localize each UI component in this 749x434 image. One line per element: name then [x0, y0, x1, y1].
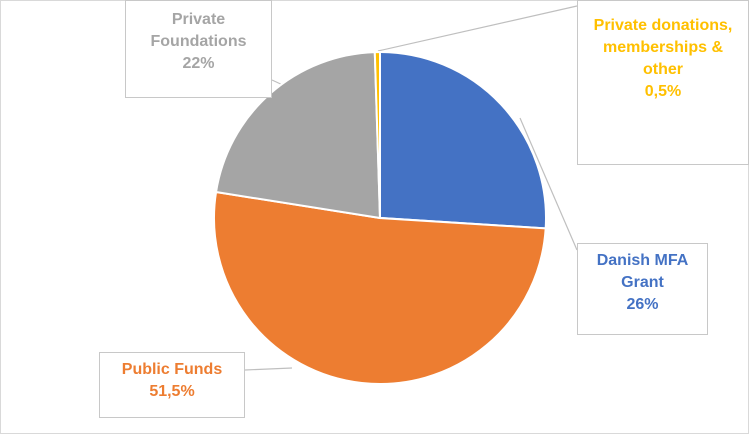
label-value: 26%	[626, 296, 659, 313]
label-value: 0,5%	[644, 83, 682, 100]
label-name: Private Foundations	[150, 11, 247, 50]
label-value: 22%	[182, 55, 215, 72]
data-label: Danish MFA Grant 26%	[577, 243, 708, 335]
label-name: Public Funds	[121, 361, 223, 378]
pie-slice	[213, 190, 547, 385]
pie-slice	[379, 50, 547, 230]
data-label: Private donations, memberships & other 0,…	[577, 0, 749, 165]
label-name: Danish MFA Grant	[596, 252, 689, 291]
leader-line	[377, 5, 578, 52]
leader-line	[244, 367, 293, 371]
data-label: Private Foundations 22%	[125, 0, 272, 98]
data-label: Public Funds 51,5%	[99, 352, 245, 418]
label-value: 51,5%	[149, 383, 195, 400]
pie-slice	[373, 50, 381, 219]
leader-line	[519, 117, 578, 251]
label-name: Private donations, memberships & other	[593, 17, 733, 78]
